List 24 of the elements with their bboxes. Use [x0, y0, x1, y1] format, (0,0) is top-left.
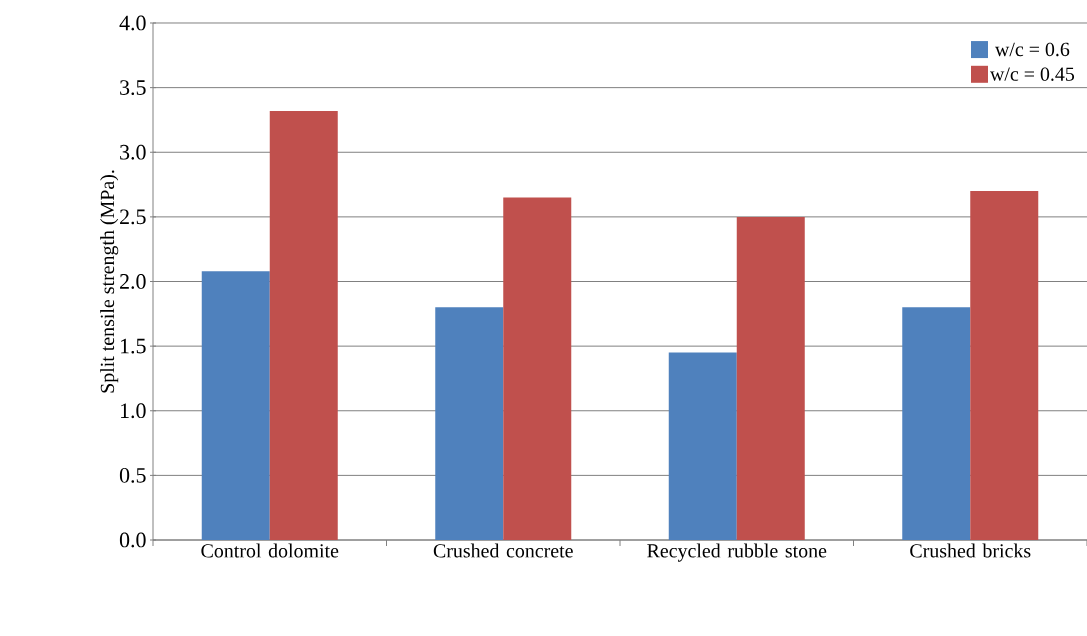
y-axis-title: Split tensile strength (MPa). — [100, 170, 119, 393]
bar — [970, 191, 1039, 540]
y-tick-label: 0.0 — [119, 532, 146, 548]
x-tick-label: Crushed concrete — [433, 543, 573, 558]
y-tick-label: 4.0 — [119, 15, 146, 31]
legend-label: w/c = 0.45 — [989, 67, 1075, 81]
x-tick-label: Crushed bricks — [910, 543, 1031, 558]
y-tick-label: 3.0 — [120, 144, 146, 160]
y-tick-label: 2.0 — [120, 274, 146, 289]
y-tick-label: 1.5 — [121, 338, 146, 354]
x-tick-label: Recycled rubble stone — [647, 543, 827, 562]
bar — [269, 110, 338, 540]
y-tick-label: 0.5 — [119, 467, 146, 483]
bar — [736, 216, 805, 540]
bar — [902, 307, 971, 540]
y-tick-label: 3.5 — [120, 80, 146, 96]
bar — [435, 307, 504, 540]
x-tick-label: Control dolomite — [201, 543, 339, 558]
y-tick-label: 1.0 — [121, 403, 146, 419]
bar — [201, 271, 270, 540]
bar — [668, 352, 737, 540]
y-tick-label: 2.5 — [120, 209, 146, 225]
bar — [503, 197, 572, 540]
legend-label: w/c = 0.6 — [994, 42, 1070, 57]
